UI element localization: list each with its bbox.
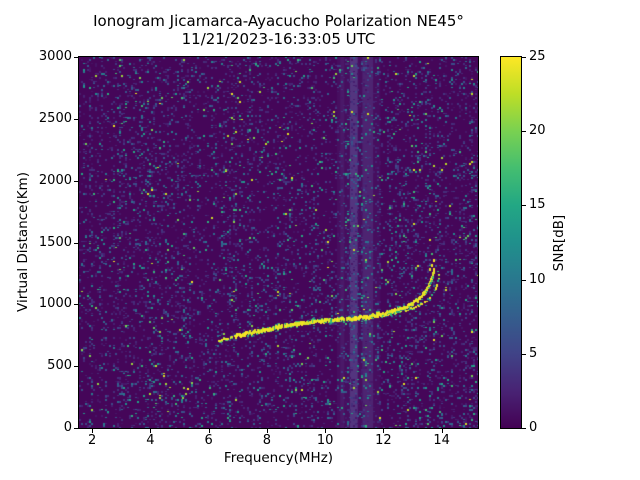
y-tick-label: 2500 (38, 110, 72, 126)
y-tick-label: 1500 (38, 234, 72, 250)
y-tick-label: 2000 (38, 172, 72, 188)
ionogram-heatmap-canvas (79, 57, 478, 428)
x-tick-label: 6 (204, 433, 213, 448)
chart-subtitle: 11/21/2023-16:33:05 UTC (181, 30, 376, 48)
x-tick-mark (325, 429, 327, 433)
x-tick-mark (208, 429, 210, 433)
colorbar-gradient (500, 56, 522, 429)
y-tick-mark (74, 428, 78, 429)
x-tick-mark (383, 429, 385, 433)
y-tick-mark (74, 304, 78, 306)
x-axis-label: Frequency(MHz) (223, 450, 334, 466)
colorbar-tick-mark (522, 57, 526, 58)
colorbar-tick-mark (522, 131, 526, 133)
y-tick-label: 1000 (38, 296, 72, 312)
y-tick-label: 3000 (38, 49, 72, 64)
colorbar-tick-mark (522, 279, 526, 281)
colorbar-label: SNR[dB] (551, 214, 567, 272)
colorbar-tick-label: 10 (529, 271, 546, 287)
colorbar-tick-mark (522, 353, 526, 355)
x-tick-label: 2 (87, 433, 97, 448)
y-tick-label: 500 (47, 358, 72, 374)
x-tick-mark (266, 429, 268, 433)
x-tick-label: 10 (316, 433, 334, 448)
x-tick-label: 4 (146, 433, 155, 448)
colorbar-tick-label: 5 (529, 345, 538, 361)
y-tick-mark (74, 242, 78, 244)
y-tick-label: 0 (63, 420, 72, 435)
colorbar-tick-label: 0 (529, 420, 538, 435)
colorbar-tick-label: 25 (529, 49, 546, 64)
x-tick-mark (92, 429, 94, 433)
x-tick-mark (441, 429, 443, 433)
x-tick-mark (150, 429, 152, 433)
colorbar-tick-mark (522, 428, 526, 429)
chart-title: Ionogram Jicamarca-Ayacucho Polarization… (93, 12, 464, 30)
plot-border (78, 56, 479, 429)
colorbar-tick-label: 15 (529, 197, 546, 213)
y-tick-mark (74, 180, 78, 182)
colorbar-tick-mark (522, 205, 526, 207)
colorbar-tick-label: 20 (529, 123, 546, 139)
y-tick-mark (74, 118, 78, 120)
x-tick-label: 8 (262, 433, 271, 448)
y-tick-mark (74, 366, 78, 368)
y-tick-mark (74, 57, 78, 58)
x-tick-label: 12 (375, 433, 392, 448)
x-tick-label: 14 (433, 433, 450, 448)
